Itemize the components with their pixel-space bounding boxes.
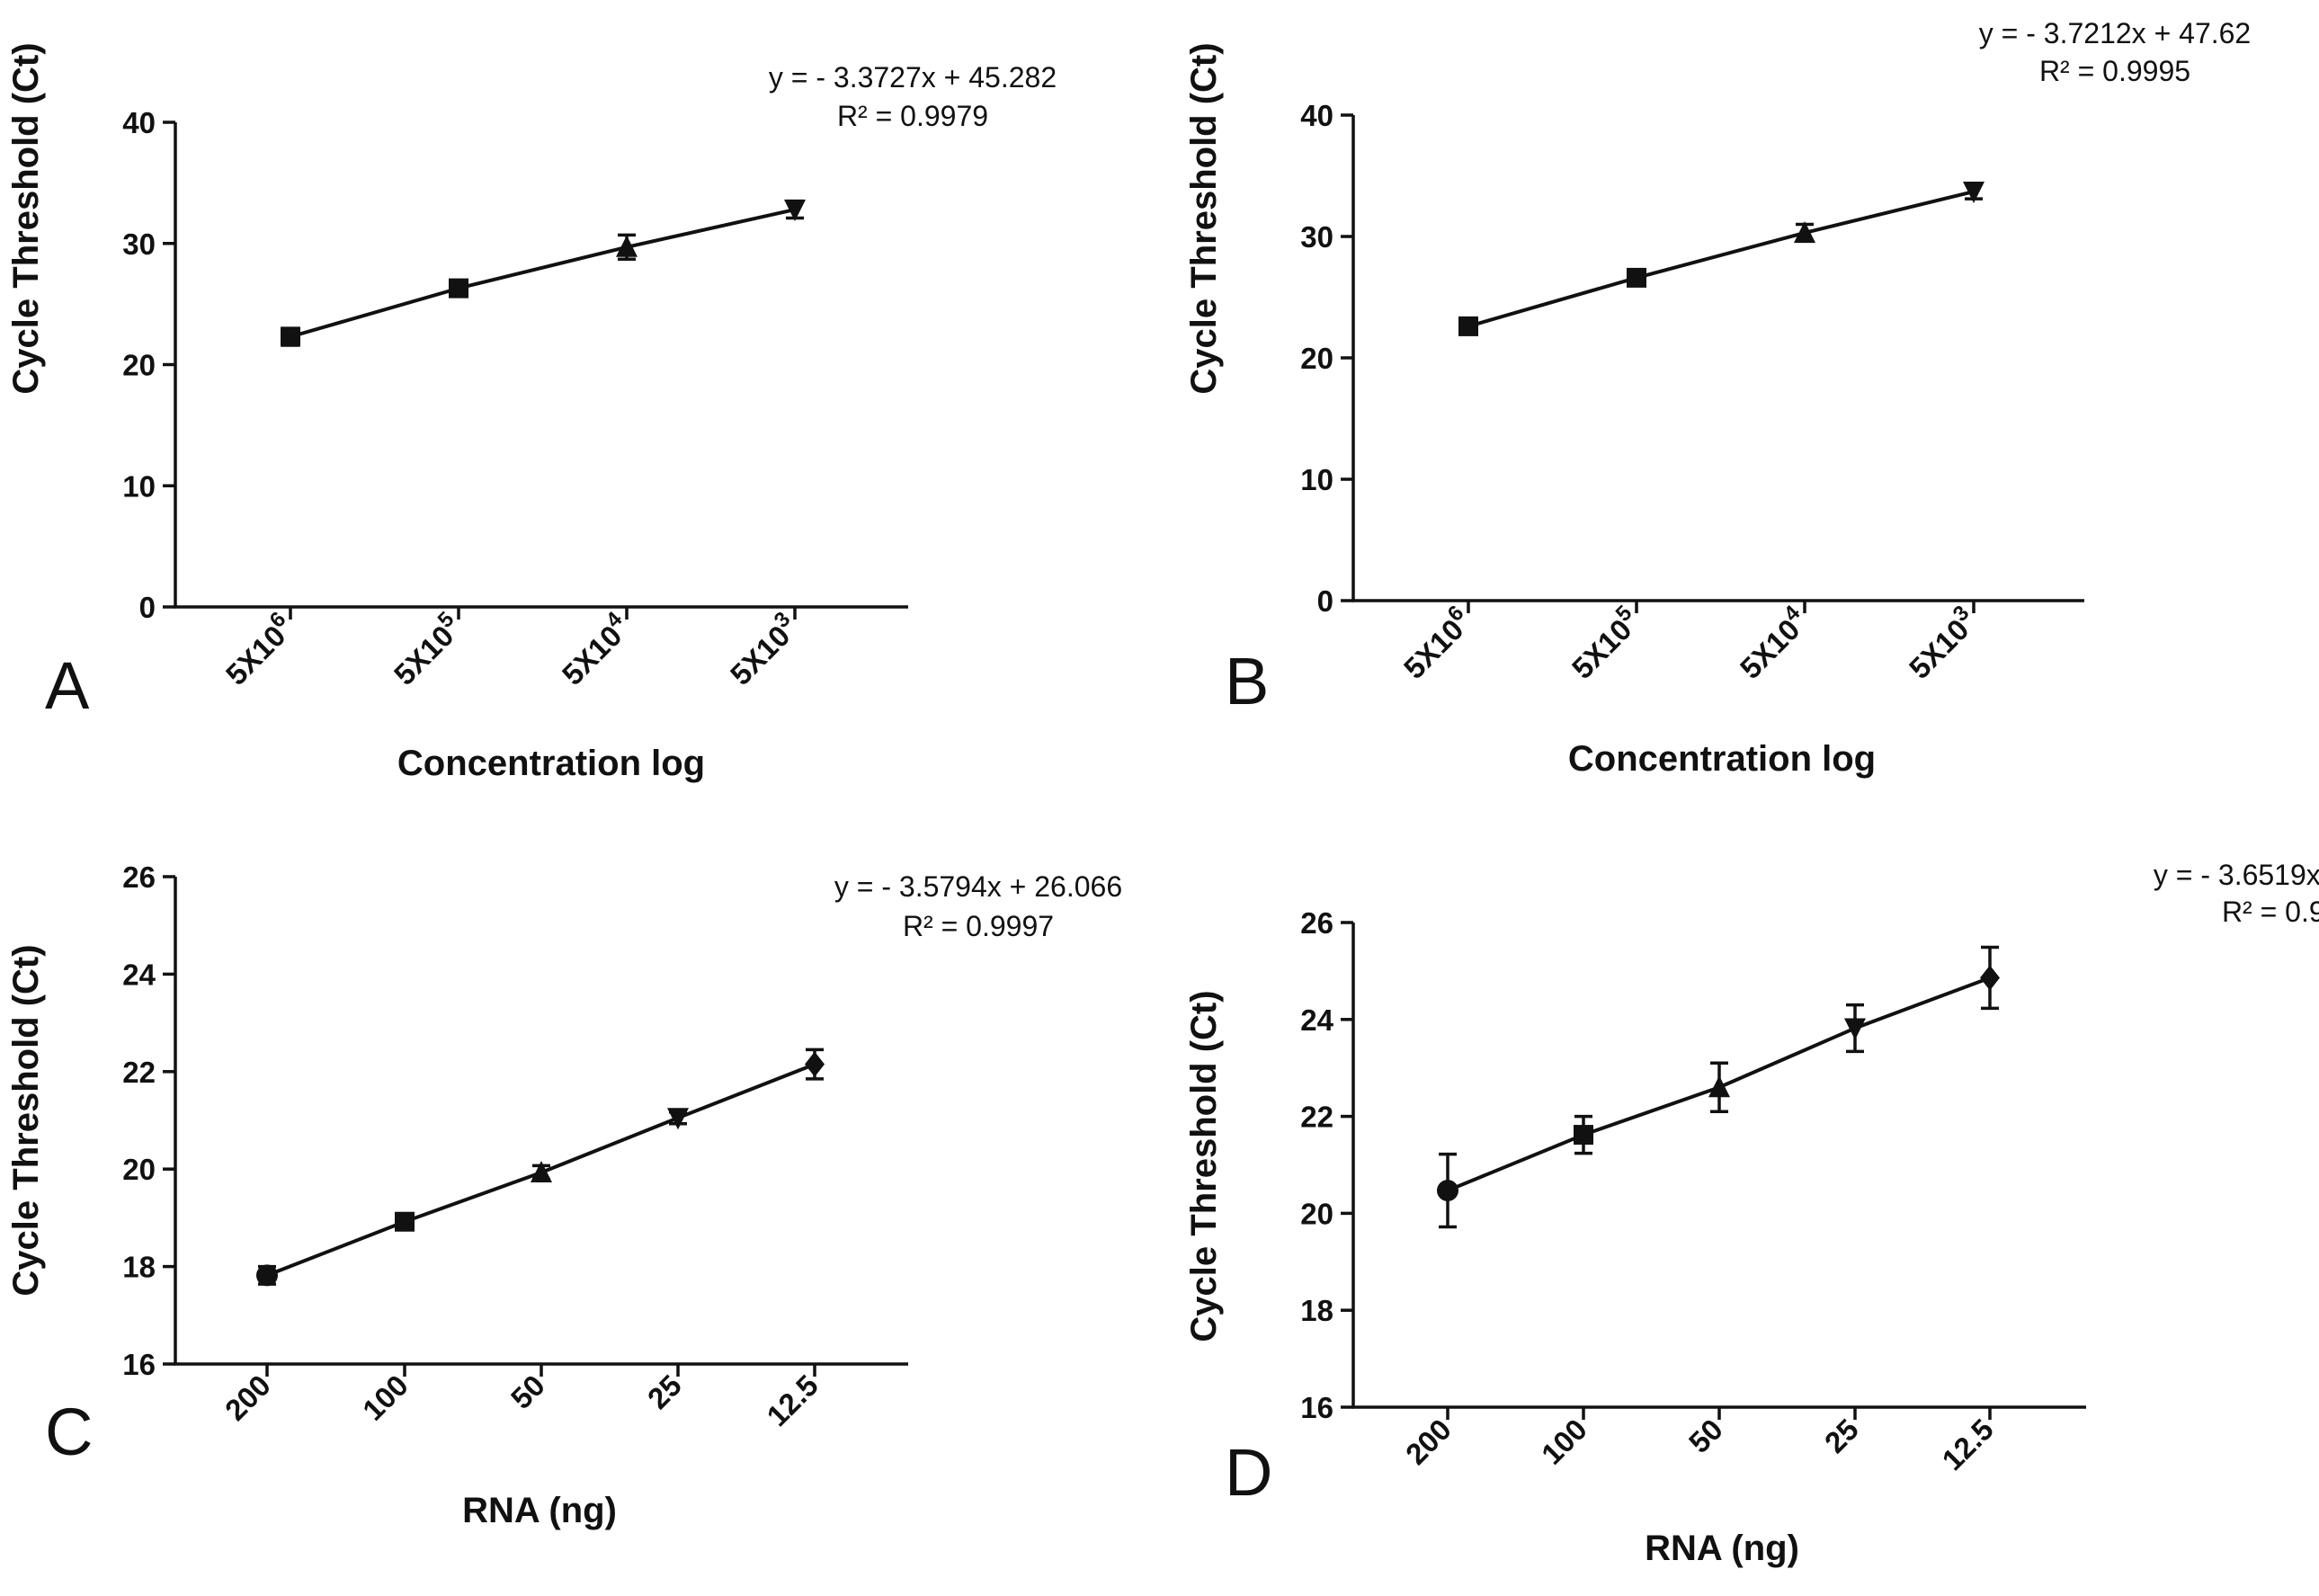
x-tick-label: 12.5 [760,1369,825,1433]
data-point [784,200,806,222]
data-point [1794,220,1815,243]
data-point [805,1051,825,1077]
y-tick-label: 0 [139,591,156,624]
x-tick-label: 5X106 [1394,601,1478,685]
panel-letter: B [1225,644,1269,718]
regression-equation: y = - 3.3727x + 45.282 [769,61,1057,94]
data-point [531,1160,552,1182]
panel-letter: C [45,1395,93,1469]
data-point [1963,182,1985,204]
y-tick-label: 20 [1300,342,1333,375]
y-tick-label: 22 [1300,1101,1333,1134]
series-line [1467,190,1975,328]
panel-c: 16 18 20 22 24 26 200 100 50 25 12.5 Cycle Threshol… [6,860,1122,1530]
y-tick-label: 10 [1300,463,1333,496]
data-point [256,1264,278,1287]
x-tick-label: 5X105 [384,607,468,691]
regression-equation: y = - 3.6519x + 28.885 [2154,859,2319,891]
y-tick-label: 20 [122,1153,156,1186]
data-point [281,326,300,347]
x-tick-label: 5X104 [1730,601,1815,685]
y-tick-label: 40 [122,106,156,139]
x-tick-label: 200 [219,1369,277,1427]
y-tick-label: 10 [122,469,156,503]
y-tick-label: 18 [122,1251,156,1284]
y-axis-title: Cycle Threshold (Ct) [6,944,46,1296]
y-tick-label: 40 [1300,99,1333,132]
y-tick-label: 20 [122,349,156,382]
r-squared-label: R² = 0.9995 [2039,55,2190,87]
x-axis-title: RNA (ng) [1645,1529,1799,1568]
y-tick-label: 26 [1300,906,1333,940]
data-point [616,235,638,257]
data-point [1980,965,2000,991]
y-tick-label: 18 [1300,1294,1333,1327]
x-axis-title: Concentration log [397,744,705,783]
panel-d: 16 18 20 22 24 26 200 100 50 25 12.5 Cycle Threshol… [1184,859,2319,1568]
data-point [667,1108,689,1130]
data-point [449,278,468,299]
y-tick-label: 24 [122,958,156,991]
data-point [395,1211,415,1232]
x-tick-label: 100 [1535,1413,1593,1471]
panel-letter: A [45,648,90,723]
data-point [1458,316,1478,336]
regression-equation: y = - 3.5794x + 26.066 [834,870,1122,903]
x-tick-label: 5X106 [216,607,300,691]
data-point [1627,267,1646,288]
x-axis-title: Concentration log [1568,739,1876,779]
regression-equation: y = - 3.7212x + 47.62 [1979,17,2251,49]
data-point [1844,1018,1866,1040]
y-tick-label: 16 [122,1348,156,1381]
y-tick-label: 30 [122,227,156,261]
x-tick-label: 100 [356,1369,415,1427]
y-tick-label: 16 [1300,1391,1333,1424]
panel-letter: D [1225,1435,1272,1510]
data-point [1708,1075,1730,1098]
data-point [1437,1180,1458,1202]
x-tick-label: 50 [1682,1413,1729,1459]
panel-b: 0 10 20 30 40 5X106 5X105 5X104 5X103 Cycle Thres… [1184,17,2251,779]
y-tick-label: 20 [1300,1197,1333,1230]
y-axis-title: Cycle Threshold (Ct) [6,42,46,394]
r-squared-label: R² = 0.9997 [903,910,1054,942]
r-squared-label: R² = 0.9979 [837,100,988,132]
y-tick-label: 30 [1300,220,1333,254]
data-point [1574,1125,1593,1146]
panel-a: 0 10 20 30 40 5X106 5X105 5X104 5X103 Cycle Thres… [6,42,1057,783]
x-tick-label: 25 [641,1369,688,1415]
x-tick-label: 5X104 [552,607,637,691]
x-tick-label: 50 [504,1369,551,1415]
y-tick-label: 22 [122,1056,156,1089]
x-tick-label: 25 [1818,1413,1865,1459]
x-tick-label: 5X103 [720,607,805,691]
y-tick-label: 26 [122,860,156,894]
x-axis-title: RNA (ng) [462,1491,617,1530]
y-axis-title: Cycle Threshold (Ct) [1184,990,1224,1342]
x-tick-label: 5X105 [1562,601,1646,685]
y-tick-label: 24 [1300,1003,1333,1037]
x-tick-label: 12.5 [1935,1413,2000,1477]
y-axis-title: Cycle Threshold (Ct) [1184,42,1224,394]
series-line [290,208,796,339]
y-tick-label: 0 [1317,584,1333,618]
x-tick-label: 5X103 [1899,601,1984,685]
r-squared-label: R² = 0.9994 [2222,896,2319,928]
x-tick-label: 200 [1399,1413,1458,1471]
